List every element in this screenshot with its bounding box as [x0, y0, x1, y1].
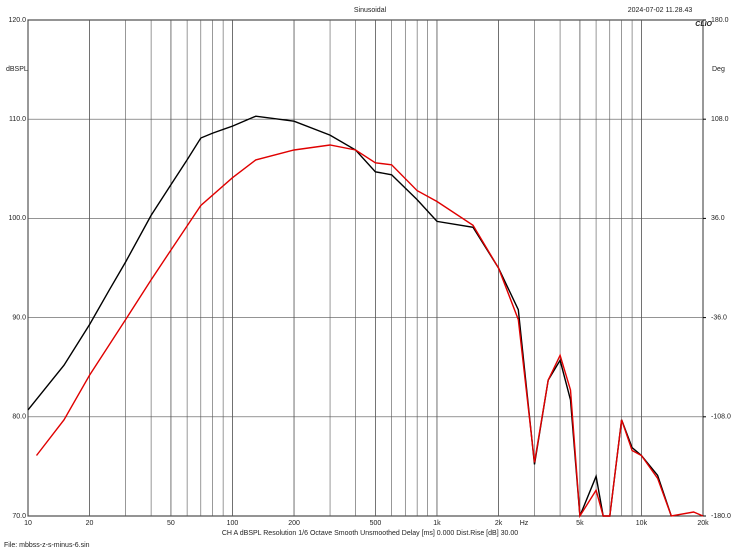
y2-tick-label: 108.0: [711, 116, 729, 123]
timestamp: 2024-07-02 11.28.43: [628, 7, 693, 14]
y-tick-label: 100.0: [8, 215, 26, 222]
x-tick-label: 10: [24, 520, 32, 527]
footer: CH A dBSPL Resolution 1/6 Octave Smooth …: [222, 530, 518, 537]
y-axis-label: dBSPL: [6, 66, 28, 73]
y2-axis-label: Deg: [712, 66, 725, 73]
x-tick-label: 2k: [495, 520, 503, 527]
y2-tick-label: 180.0: [711, 17, 729, 24]
x-tick-label: 100: [227, 520, 239, 527]
y-tick-label: 70.0: [12, 513, 26, 520]
response-line: [35, 144, 704, 519]
brand: CLIO: [695, 21, 712, 28]
plot-frame: [27, 19, 704, 517]
file-name: File: mbbss-z-s-minus-6.sin: [4, 542, 90, 549]
x-tick-label: 1k: [433, 520, 441, 527]
x-tick-label: 200: [288, 520, 300, 527]
x-tick-label: 50: [167, 520, 175, 527]
x-tick-label: 10k: [636, 520, 648, 527]
x-tick-label: 20: [86, 520, 94, 527]
x-unit: Hz: [520, 520, 529, 527]
chart-title: Sinusoidal: [354, 7, 387, 14]
x-tick-label: 5k: [576, 520, 584, 527]
y2-tick-label: -36.0: [711, 314, 727, 321]
y-tick-label: 120.0: [8, 17, 26, 24]
y2-tick-label: 36.0: [711, 215, 725, 222]
x-tick-label: 500: [370, 520, 382, 527]
y-tick-label: 90.0: [12, 314, 26, 321]
y2-tick-label: -108.0: [711, 414, 731, 421]
y-tick-label: 80.0: [12, 414, 26, 421]
x-tick-label: 20k: [697, 520, 709, 527]
y2-tick-label: -180.0: [711, 513, 731, 520]
y-tick-label: 110.0: [9, 116, 26, 123]
